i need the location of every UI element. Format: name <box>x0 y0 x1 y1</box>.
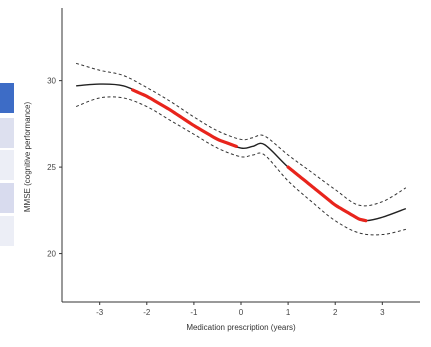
estimate-curve <box>76 83 407 222</box>
estimate-line <box>76 83 407 223</box>
x-tick-label: 1 <box>286 308 291 317</box>
cropped-cell-1 <box>0 83 14 113</box>
x-axis-label: Medication prescription (years) <box>186 323 296 332</box>
confidence-interval-lines <box>75 62 407 236</box>
x-tick-label: 3 <box>380 308 385 317</box>
significant-segment <box>131 88 238 148</box>
x-tick-label: -1 <box>190 308 198 317</box>
x-tick-label: 2 <box>333 308 338 317</box>
cropped-left-panel <box>0 0 14 347</box>
ci-upper-line <box>75 62 407 207</box>
y-tick-label: 20 <box>47 250 56 259</box>
axes <box>59 8 420 305</box>
x-tick-label: -2 <box>143 308 151 317</box>
x-tick-label: -3 <box>96 308 104 317</box>
y-tick-label: 25 <box>47 163 56 172</box>
significant-segment <box>286 165 368 223</box>
cropped-cell-3 <box>0 150 14 180</box>
cropped-cell-5 <box>0 216 14 246</box>
tick-labels: -3 -2 -1 0 1 2 3 20 25 30 <box>47 77 385 317</box>
y-axis-label: MMSE (cognitive performance) <box>23 102 32 213</box>
ci-lower-line <box>75 96 406 236</box>
cropped-cell-2 <box>0 118 14 148</box>
cropped-cell-4 <box>0 183 14 213</box>
x-tick-label: 0 <box>239 308 244 317</box>
y-tick-label: 30 <box>47 77 56 86</box>
